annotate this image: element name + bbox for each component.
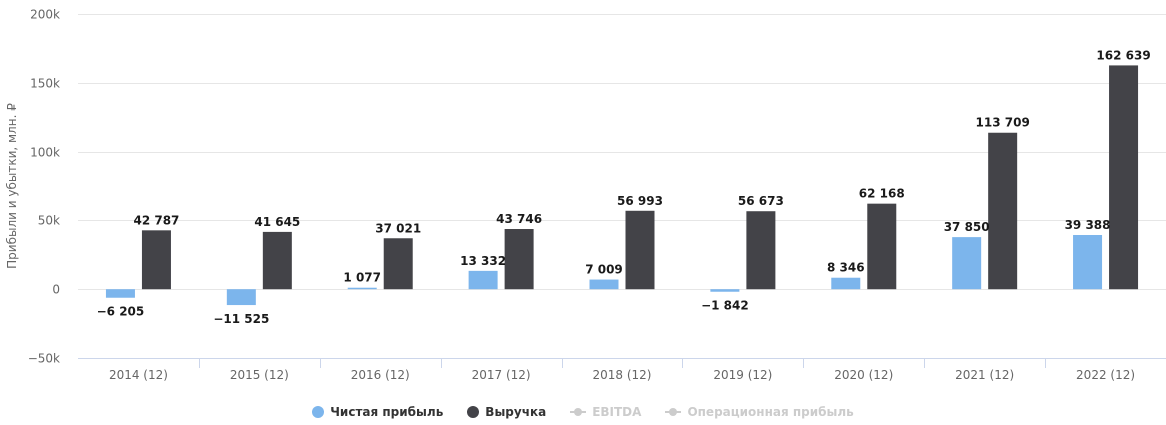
x-tick-label: 2016 (12) (351, 368, 410, 382)
data-label: −1 842 (701, 299, 749, 313)
data-label: 1 077 (343, 271, 381, 285)
x-tick-label: 2015 (12) (230, 368, 289, 382)
bar-net-profit[interactable] (468, 270, 498, 290)
data-label: 37 021 (375, 221, 421, 235)
y-tick-label: 150k (30, 77, 60, 91)
legend-dot-icon (312, 406, 325, 418)
bar-revenue[interactable] (383, 238, 413, 290)
legend-item-revenue[interactable]: Выручка (467, 405, 546, 419)
legend-dot-icon (467, 406, 480, 418)
bar-revenue[interactable] (746, 211, 776, 290)
bar-revenue[interactable] (867, 203, 897, 290)
legend-label: Чистая прибыль (330, 405, 444, 419)
bar-net-profit[interactable] (1073, 235, 1103, 290)
y-tick-label: 0 (52, 283, 60, 297)
data-label: 7 009 (585, 263, 623, 277)
x-tick-label: 2022 (12) (1076, 368, 1135, 382)
data-label: −6 205 (97, 305, 145, 319)
x-tick-label: 2020 (12) (834, 368, 893, 382)
y-axis-title: Прибыли и убытки, млн. ₽ (5, 103, 19, 269)
legend-item-ebitda[interactable]: EBITDA (570, 405, 641, 419)
chart: −50k 0 50k 100k 150k 200k −6 205 42 787 −11 525… (5, 8, 1166, 382)
data-label: 8 346 (827, 261, 865, 275)
legend: Чистая прибыль Выручка EBITDA Операционн… (0, 402, 1166, 422)
bar-net-profit[interactable] (347, 287, 377, 290)
x-tick-label: 2018 (12) (593, 368, 652, 382)
data-label: −11 525 (213, 312, 269, 326)
bar-net-profit[interactable] (952, 237, 982, 290)
x-tick-label: 2019 (12) (713, 368, 772, 382)
y-axis: −50k 0 50k 100k 150k 200k (28, 8, 60, 366)
bar-net-profit[interactable] (105, 289, 135, 298)
legend-line-icon (570, 406, 587, 418)
y-tick-label: −50k (28, 352, 60, 366)
data-label: 42 787 (133, 213, 179, 227)
legend-line-icon (665, 406, 682, 418)
y-tick-label: 100k (30, 146, 60, 160)
data-label: 43 746 (496, 212, 542, 226)
legend-item-net-profit[interactable]: Чистая прибыль (312, 405, 443, 419)
data-label: 56 673 (738, 194, 784, 208)
data-label: 56 993 (617, 194, 663, 208)
bar-revenue[interactable] (625, 210, 655, 290)
x-tick-label: 2017 (12) (472, 368, 531, 382)
legend-label: EBITDA (592, 405, 642, 419)
bars (105, 65, 1139, 306)
y-tick-label: 200k (30, 8, 60, 22)
legend-label: Операционная прибыль (687, 405, 854, 419)
y-tick-label: 50k (38, 214, 60, 228)
data-label: 37 850 (944, 220, 990, 234)
data-label: 162 639 (1096, 48, 1150, 62)
legend-label: Выручка (485, 405, 547, 419)
bar-revenue[interactable] (262, 231, 292, 290)
data-labels: −6 205 42 787 −11 525 41 645 1 077 37 021 13 3… (97, 48, 1151, 326)
bar-revenue[interactable] (988, 132, 1018, 290)
bar-net-profit[interactable] (589, 279, 619, 290)
data-label: 62 168 (859, 187, 905, 201)
legend-item-operating-profit[interactable]: Операционная прибыль (665, 405, 854, 419)
x-tick-label: 2014 (12) (109, 368, 168, 382)
x-tick-label: 2021 (12) (955, 368, 1014, 382)
bar-revenue[interactable] (141, 230, 171, 290)
data-label: 113 709 (976, 116, 1030, 130)
bar-net-profit[interactable] (710, 289, 740, 292)
data-label: 39 388 (1065, 218, 1111, 232)
data-label: 41 645 (254, 215, 300, 229)
bar-net-profit[interactable] (831, 277, 861, 290)
bar-net-profit[interactable] (226, 289, 256, 306)
x-axis: 2014 (12) 2015 (12) 2016 (12) 2017 (12) 2018… (78, 358, 1166, 382)
bar-revenue[interactable] (1109, 65, 1139, 290)
bar-revenue[interactable] (504, 229, 534, 290)
data-label: 13 332 (460, 254, 506, 268)
